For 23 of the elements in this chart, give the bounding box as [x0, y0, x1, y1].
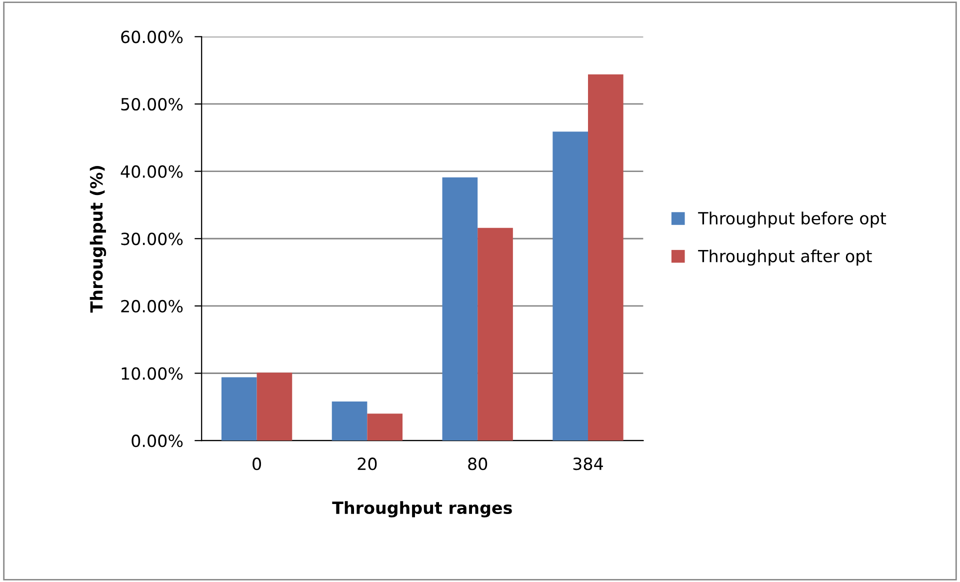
y-axis-title: Throughput (%)	[90, 166, 106, 313]
bar	[367, 414, 403, 441]
bar	[588, 74, 624, 441]
bar	[332, 402, 368, 441]
x-tick-label: 384	[573, 458, 603, 470]
x-tick-label: 0	[252, 458, 261, 470]
bar	[221, 377, 257, 441]
y-tick-label: 0.00%	[132, 434, 183, 448]
y-tick-label: 30.00%	[121, 232, 183, 246]
bar	[552, 132, 588, 441]
y-tick-label: 40.00%	[120, 165, 183, 178]
y-tick-label: 20.00%	[121, 300, 183, 313]
bar	[478, 228, 513, 441]
y-tick-label: 50.00%	[121, 98, 183, 111]
bar	[442, 177, 478, 441]
legend-label: Throughput after opt	[698, 249, 872, 266]
x-axis-title: Throughput ranges	[332, 501, 512, 518]
y-tick-label: 10.00%	[122, 367, 183, 380]
x-tick-label: 20	[358, 458, 377, 470]
x-tick-label: 80	[468, 458, 488, 470]
y-tick-label: 60.00%	[121, 30, 183, 44]
bar	[256, 372, 292, 441]
legend-label: Throughput before opt	[698, 212, 886, 228]
